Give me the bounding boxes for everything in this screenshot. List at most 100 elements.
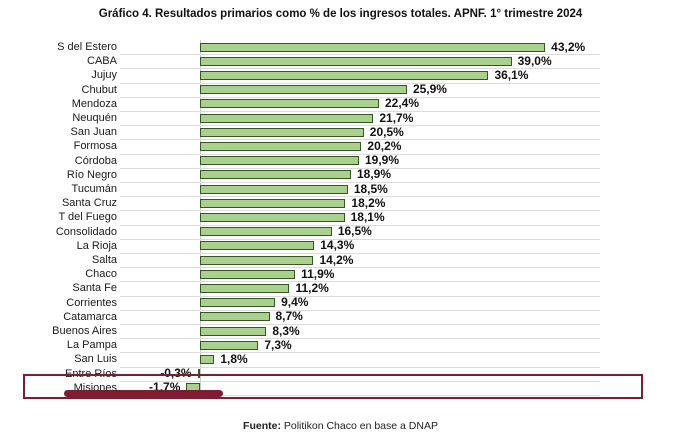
source-note: Fuente: Politikon Chaco en base a DNAP (0, 420, 681, 432)
bar (200, 284, 290, 293)
value-label: 1,8% (220, 351, 248, 366)
highlight-box (23, 373, 643, 399)
row-gridline (120, 253, 600, 254)
value-label: 14,2% (319, 252, 354, 267)
value-label: 22,4% (384, 96, 419, 111)
source-label: Fuente: (243, 420, 281, 432)
bar (200, 184, 348, 194)
value-label: 18,2% (351, 195, 386, 210)
category-label: T del Fuego (58, 211, 117, 224)
value-label: 36,1% (494, 67, 529, 82)
row-gridline (120, 309, 600, 311)
row-gridline (120, 281, 600, 283)
category-label: Corrientes (66, 296, 117, 309)
category-label: Santa Cruz (61, 197, 117, 210)
row-gridline (120, 196, 600, 198)
row-gridline (120, 395, 600, 396)
category-label: Mendoza (71, 97, 117, 110)
value-label: 18,9% (357, 167, 392, 182)
row-gridline (120, 352, 600, 354)
category-label: Formosa (73, 140, 117, 153)
bar (200, 42, 546, 52)
row-gridline (120, 267, 600, 269)
row-gridline (120, 238, 600, 240)
value-label: 11,2% (295, 280, 329, 295)
row-gridline (120, 366, 600, 368)
value-label: 11,9% (301, 266, 335, 281)
value-label: 39,0% (517, 53, 552, 68)
row-gridline (120, 167, 600, 169)
row-gridline (120, 68, 600, 70)
bar (200, 312, 270, 322)
bar (200, 156, 359, 166)
bar (200, 170, 351, 180)
category-label: Buenos Aires (52, 325, 117, 337)
value-label: 19,9% (365, 153, 400, 168)
category-label: Santa Fe (72, 282, 117, 295)
source-text: Politikon Chaco en base a DNAP (280, 420, 438, 432)
row-gridline (120, 96, 600, 98)
category-label: Chaco (85, 268, 117, 281)
row-gridline (120, 210, 600, 212)
category-label: San Juan (70, 126, 117, 139)
bar (200, 85, 407, 95)
value-label: 43,2% (551, 39, 586, 54)
category-label: S del Estero (57, 41, 117, 53)
category-label: CABA (87, 55, 117, 68)
category-label: Río Negro (66, 168, 117, 181)
bar (200, 71, 489, 80)
value-label: 18,5% (353, 181, 388, 196)
bar (200, 142, 362, 151)
bar (200, 127, 364, 137)
category-label: Catamarca (63, 310, 117, 323)
value-label: 8,7% (275, 309, 303, 324)
value-label: 20,5% (369, 124, 404, 139)
category-label: La Pampa (66, 339, 117, 352)
row-gridline (120, 295, 600, 297)
category-label: Neuquén (72, 112, 117, 124)
row-gridline (120, 182, 600, 183)
value-label: 8,3% (272, 323, 300, 338)
bar (200, 56, 512, 66)
row-gridline (120, 338, 600, 340)
bar (200, 298, 276, 308)
category-label: La Rioja (76, 239, 117, 252)
bar (200, 113, 374, 123)
category-label: Salta (91, 254, 117, 266)
value-label: 14,3% (320, 238, 355, 253)
row-gridline (120, 125, 600, 127)
chart-title: Gráfico 4. Resultados primarios como % d… (98, 8, 583, 20)
row-gridline (120, 224, 600, 226)
bar (200, 255, 314, 265)
category-label: Tucumán (71, 183, 117, 195)
value-label: 21,7% (379, 110, 414, 125)
value-label: 9,4% (281, 295, 309, 310)
category-label: Córdoba (74, 154, 117, 167)
value-label: 7,3% (264, 337, 292, 352)
category-label: Entre Ríos (65, 367, 117, 380)
row-gridline (120, 82, 600, 84)
category-label: San Luis (74, 353, 117, 366)
row-gridline (120, 111, 600, 112)
bar (200, 355, 215, 364)
row-gridline (120, 324, 600, 325)
value-label: -0,3% (160, 366, 192, 381)
category-label: Consolidado (55, 225, 117, 238)
bar (200, 227, 332, 237)
bar (197, 369, 200, 379)
bar (200, 198, 346, 208)
category-label: Chubut (81, 83, 117, 96)
bar (200, 99, 379, 109)
row-gridline (120, 380, 600, 382)
row-gridline (120, 139, 600, 141)
category-label: Jujuy (91, 69, 117, 82)
bar (200, 269, 296, 279)
bar (200, 340, 259, 350)
highlight-underline (64, 390, 223, 398)
value-label: 20,2% (367, 138, 402, 153)
row-gridline (120, 54, 600, 56)
row-gridline (120, 153, 600, 155)
value-label: 25,9% (412, 82, 447, 97)
